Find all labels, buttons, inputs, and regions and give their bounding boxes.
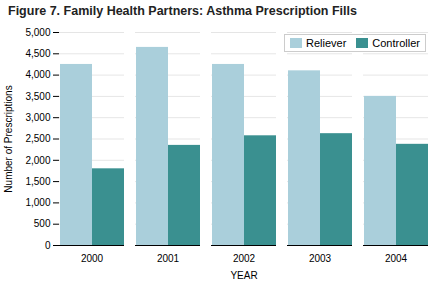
svg-text:2004: 2004: [385, 253, 408, 264]
svg-text:5,000: 5,000: [25, 27, 50, 38]
svg-text:2000: 2000: [81, 253, 104, 264]
svg-text:2,000: 2,000: [25, 155, 50, 166]
svg-text:3,000: 3,000: [25, 112, 50, 123]
svg-text:4,500: 4,500: [25, 48, 50, 59]
html-text:Figure 7. Family Health Partne: Figure 7. Family Health Partners: Asthma…: [8, 4, 357, 18]
svg-text:0: 0: [45, 240, 51, 251]
svg-text:2002: 2002: [233, 253, 256, 264]
svg-text:4,000: 4,000: [25, 69, 50, 80]
svg-text:1,000: 1,000: [25, 197, 50, 208]
svg-text:2,500: 2,500: [25, 133, 50, 144]
svg-text:1,500: 1,500: [25, 176, 50, 187]
html-text:Reliever: Reliever: [306, 37, 347, 49]
svg-text:2003: 2003: [309, 253, 332, 264]
svg-text:2001: 2001: [157, 253, 180, 264]
html-text:Controller: Controller: [372, 37, 420, 49]
svg-text:Number of Prescriptions: Number of Prescriptions: [3, 85, 14, 192]
svg-text:500: 500: [34, 218, 51, 229]
svg-text:YEAR: YEAR: [230, 270, 257, 281]
svg-text:3,500: 3,500: [25, 91, 50, 102]
